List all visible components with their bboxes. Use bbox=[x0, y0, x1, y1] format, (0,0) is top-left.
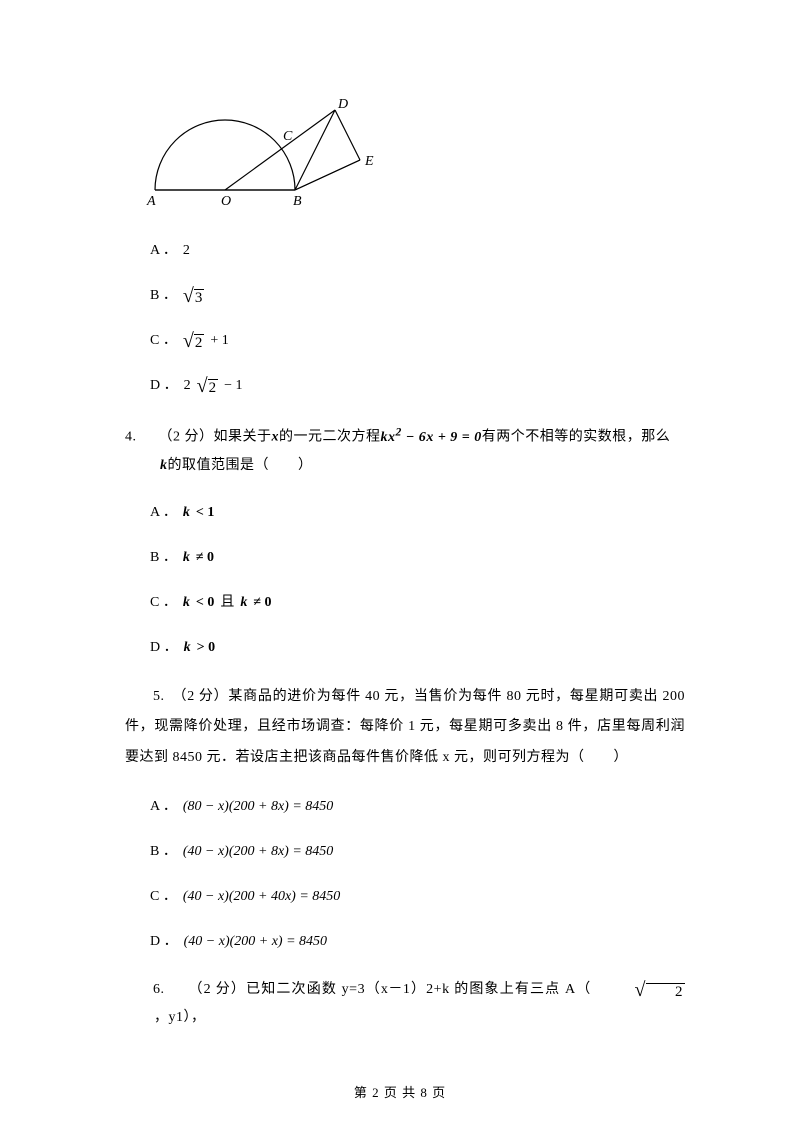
q4-option-B: B ． k ≠ 0 bbox=[150, 547, 685, 568]
q4-option-A: A ． k < 1 bbox=[150, 502, 685, 523]
option-label: C ． bbox=[150, 330, 177, 351]
option-label: B ． bbox=[150, 841, 177, 862]
q-num: 6. bbox=[153, 982, 165, 997]
q5-option-C: C ． (40 − x)(200 + 40x) = 8450 bbox=[150, 886, 685, 907]
option-suffix: − 1 bbox=[224, 375, 242, 396]
q5-option-A: A ． (80 − x)(200 + 8x) = 8450 bbox=[150, 796, 685, 817]
label-B: B bbox=[293, 194, 302, 209]
option-label: D ． bbox=[150, 375, 178, 396]
sqrt-expr: √2 bbox=[183, 331, 204, 351]
option-value: 2 bbox=[183, 240, 190, 261]
option-label: D ． bbox=[150, 637, 178, 658]
option-expr: (40 − x)(200 + 40x) = 8450 bbox=[183, 886, 340, 907]
q-num: 4. bbox=[125, 430, 137, 445]
q4-stem: 4. （2 分）如果关于x的一元二次方程kx2 − 6x + 9 = 0有两个不… bbox=[125, 420, 685, 480]
sqrt-expr: √2 bbox=[607, 980, 685, 1000]
q-points: （2 分） bbox=[195, 982, 246, 997]
q3-option-B: B ． √3 bbox=[150, 285, 685, 306]
q5-stem: 5. （2 分）某商品的进价为每件 40 元，当售价为每件 80 元时，每星期可… bbox=[125, 682, 685, 774]
label-O: O bbox=[221, 194, 231, 209]
q3-option-A: A ． 2 bbox=[150, 240, 685, 261]
option-label: B ． bbox=[150, 285, 177, 306]
option-label: A ． bbox=[150, 502, 177, 523]
q5-option-D: D ． (40 − x)(200 + x) = 8450 bbox=[150, 931, 685, 952]
q-points: （2 分） bbox=[166, 430, 214, 445]
page-footer: 第 2 页 共 8 页 bbox=[0, 1083, 800, 1103]
sqrt-expr: √3 bbox=[183, 286, 204, 306]
q3-option-C: C ． √2 + 1 bbox=[150, 330, 685, 351]
geometry-diagram: A O B C D E bbox=[135, 95, 685, 222]
option-label: B ． bbox=[150, 547, 177, 568]
q4-option-D: D ． k > 0 bbox=[150, 637, 685, 658]
sqrt-expr: √2 bbox=[197, 376, 218, 396]
option-prefix: 2 bbox=[184, 375, 191, 396]
label-E: E bbox=[364, 154, 374, 169]
option-label: C ． bbox=[150, 886, 177, 907]
q3-option-D: D ． 2 √2 − 1 bbox=[150, 375, 685, 396]
option-label: A ． bbox=[150, 796, 177, 817]
label-C: C bbox=[283, 129, 293, 144]
option-label: C ． bbox=[150, 592, 177, 613]
q-num: 5. bbox=[153, 689, 165, 704]
option-label: D ． bbox=[150, 931, 178, 952]
q4-option-C: C ． k < 0且k ≠ 0 bbox=[150, 592, 685, 613]
option-expr: (40 − x)(200 + x) = 8450 bbox=[184, 931, 327, 952]
option-expr: (80 − x)(200 + 8x) = 8450 bbox=[183, 796, 333, 817]
label-A: A bbox=[146, 194, 156, 209]
q5-option-B: B ． (40 − x)(200 + 8x) = 8450 bbox=[150, 841, 685, 862]
option-expr: (40 − x)(200 + 8x) = 8450 bbox=[183, 841, 333, 862]
option-suffix: + 1 bbox=[210, 330, 228, 351]
q-points: （2 分） bbox=[179, 689, 228, 704]
q6-stem: 6. （2 分）已知二次函数 y=3（x－1）2+k 的图象上有三点 A（ √2… bbox=[125, 976, 685, 1032]
option-label: A ． bbox=[150, 240, 177, 261]
label-D: D bbox=[337, 97, 348, 112]
